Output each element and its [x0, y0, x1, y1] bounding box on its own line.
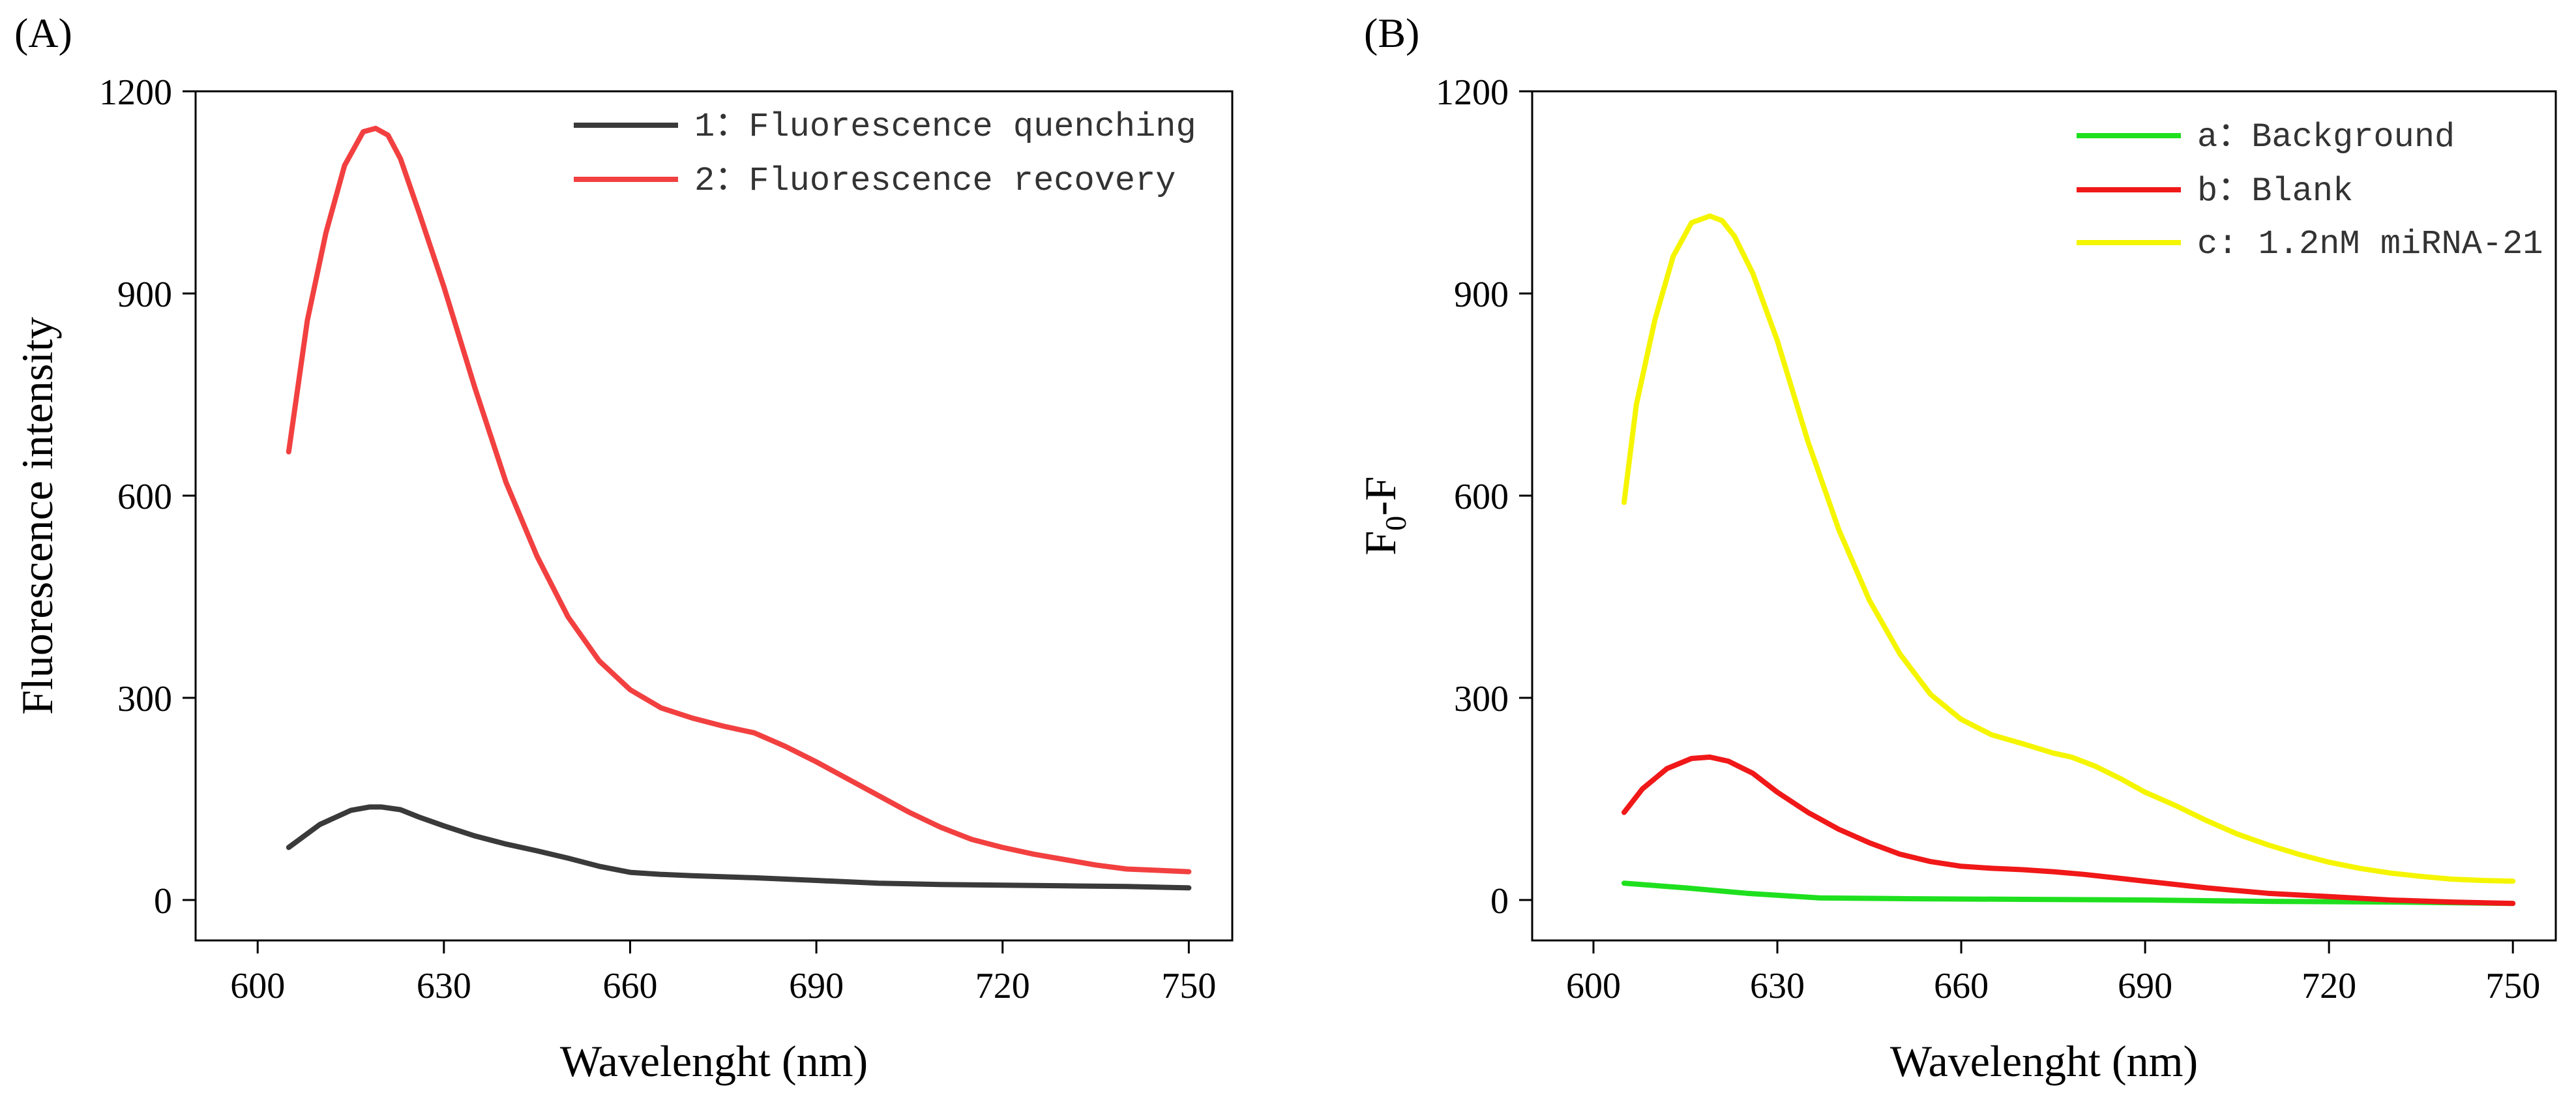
series-line-quenching	[286, 804, 1192, 891]
legend-label-background: a：Background	[2197, 118, 2455, 157]
panel-b-y-axis-label-main: F	[1355, 531, 1405, 556]
panel-b-legend: a：Background b：Blank c: 1.2nM miRNA-21	[2077, 118, 2543, 263]
panel-b-plot-frame	[1531, 90, 2557, 942]
panel-a: (A) 600 630 660 690 720 750 0 300 600 900 1200 Wav…	[12, 10, 1234, 1086]
panel-a-y-tick-label: 1200	[99, 72, 172, 113]
legend-label-recovery: 2：Fluorescence recovery	[694, 162, 1176, 200]
panel-b-y-axis-label-tail: -F	[1355, 476, 1405, 515]
panel-a-x-tick-label: 750	[1161, 966, 1216, 1006]
series-line-recovery	[286, 125, 1192, 875]
panel-b-series	[1621, 213, 2516, 907]
series-line-background	[1621, 880, 2516, 907]
panel-b-y-tick-label: 1200	[1436, 72, 1509, 113]
panel-a-y-tick-label: 300	[117, 679, 172, 719]
panel-a-y-tick-label: 900	[117, 275, 172, 315]
panel-b: (B) 600 630 660 690 720 750 0 300 600 900 1200 Wav…	[1355, 10, 2557, 1086]
panel-a-y-tick-label: 600	[117, 477, 172, 517]
panel-a-plot-frame	[194, 90, 1234, 942]
panel-b-y-tick-label: 0	[1490, 881, 1509, 922]
panel-a-series	[286, 125, 1192, 891]
panel-a-x-axis-label: Wavelenght (nm)	[560, 1036, 868, 1086]
panel-label-a: (A)	[14, 10, 72, 56]
panel-b-y-axis-label-subscript: 0	[1379, 516, 1412, 531]
panel-a-x-tick-label: 600	[230, 966, 285, 1006]
legend-label-mirna: c: 1.2nM miRNA-21	[2197, 225, 2543, 263]
panel-b-ticks: 600 630 660 690 720 750 0 300 600 900 1200	[1436, 72, 2540, 1006]
panel-b-x-tick-label: 720	[2302, 966, 2356, 1006]
panel-a-x-tick-label: 690	[789, 966, 844, 1006]
panel-b-x-tick-label: 630	[1750, 966, 1805, 1006]
panel-a-y-axis-label: Fluorescence intensity	[12, 317, 62, 715]
panel-b-y-tick-label: 900	[1454, 275, 1509, 315]
series-line-blank	[1621, 754, 2516, 907]
panel-b-x-tick-label: 690	[2118, 966, 2172, 1006]
panel-b-y-tick-label: 300	[1454, 679, 1509, 719]
panel-a-legend: 1：Fluorescence quenching 2：Fluorescence …	[574, 108, 1196, 200]
legend-label-quenching: 1：Fluorescence quenching	[694, 108, 1196, 146]
panel-b-x-tick-label: 660	[1934, 966, 1989, 1006]
panel-b-x-axis-label: Wavelenght (nm)	[1890, 1036, 2198, 1086]
panel-b-y-tick-label: 600	[1454, 477, 1509, 517]
panel-b-x-tick-label: 750	[2485, 966, 2540, 1006]
panel-a-x-tick-label: 660	[602, 966, 657, 1006]
panel-b-x-tick-label: 600	[1566, 966, 1621, 1006]
series-line-mirna	[1621, 213, 2516, 884]
panel-a-y-tick-label: 0	[154, 881, 172, 922]
legend-label-blank: b：Blank	[2197, 172, 2353, 211]
panel-label-b: (B)	[1364, 10, 1419, 56]
panel-b-y-axis-label: F0-F	[1355, 476, 1412, 555]
panel-a-x-tick-label: 630	[417, 966, 471, 1006]
panel-a-ticks: 600 630 660 690 720 750 0 300 600 900 1200	[99, 72, 1216, 1006]
panel-a-x-tick-label: 720	[975, 966, 1030, 1006]
